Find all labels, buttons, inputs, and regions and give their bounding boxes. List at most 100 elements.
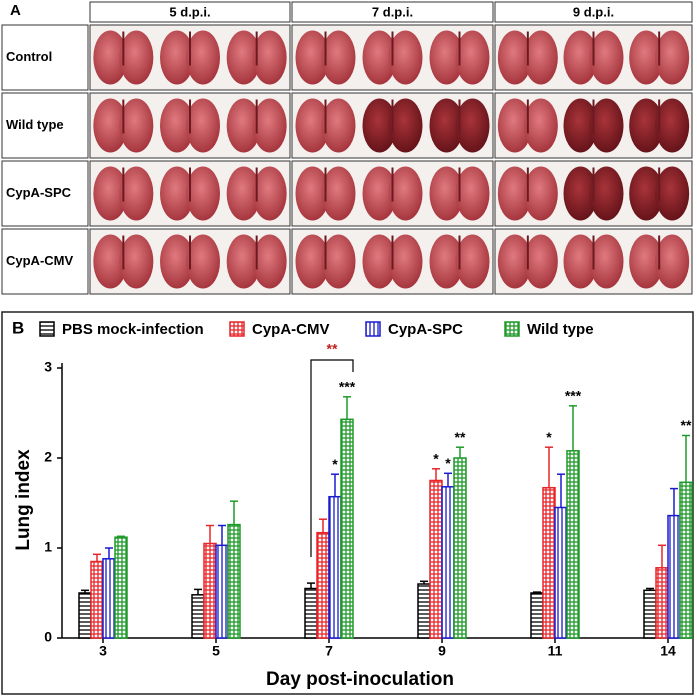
panel-b-frame (1, 311, 694, 695)
lung-lobe (455, 234, 490, 289)
significance-label: ** (681, 417, 692, 433)
lung-lobe (497, 98, 532, 153)
lung-lobe (497, 166, 532, 221)
column-label: 5 d.p.i. (169, 4, 210, 19)
bar (304, 587, 318, 639)
lung-lobe (388, 98, 423, 153)
lung-lobe (321, 30, 356, 85)
row-label: Wild type (6, 117, 64, 132)
lung-lobe (388, 234, 423, 289)
lung-lobe (563, 166, 598, 221)
lung-lobe (655, 98, 690, 153)
x-tick-label: 11 (548, 643, 563, 659)
x-tick-label: 3 (99, 643, 107, 659)
lung-lobe (629, 166, 664, 221)
column-label: 9 d.p.i. (573, 4, 614, 19)
row-header (1, 160, 89, 227)
legend-label: Wild type (527, 321, 594, 338)
lung-lobe (362, 98, 397, 153)
lung-lobe (160, 30, 194, 85)
x-tick-label: 7 (325, 643, 333, 659)
bar (429, 479, 443, 639)
legend-swatch (39, 321, 55, 337)
bar (203, 542, 217, 639)
bar (566, 450, 580, 639)
lung-lobe (93, 98, 128, 153)
panel-b: PBS mock-infection CypA-CMV CypA-SPC Wild t… (13, 321, 693, 690)
panel-label: B (12, 318, 24, 337)
lung-lobe (93, 30, 128, 85)
lung-lobe (589, 234, 624, 289)
lung-lobe (226, 98, 261, 153)
lung-lobe (388, 166, 423, 221)
row-header (1, 24, 89, 91)
column-header (291, 1, 494, 23)
lung-lobe (497, 234, 532, 289)
lung-lobe (362, 30, 397, 85)
lung-lobe (119, 234, 154, 289)
lung-lobe (455, 98, 490, 153)
bar (328, 495, 342, 639)
legend-label: CypA-SPC (388, 321, 463, 338)
lung-lobe (362, 234, 397, 289)
lung-lobe (523, 166, 558, 221)
lung-lobe (589, 98, 624, 153)
lung-lobe (186, 166, 220, 221)
lung-lobe (655, 234, 690, 289)
lung-lobe (295, 166, 330, 221)
row-header (1, 228, 89, 295)
lung-lobe (523, 98, 558, 153)
legend-swatch (229, 321, 245, 337)
lung-lobe (523, 30, 558, 85)
lung-lobe (563, 30, 598, 85)
y-tick-label: 3 (44, 359, 52, 375)
significance-label: * (546, 429, 552, 445)
y-tick-label: 1 (44, 539, 52, 555)
x-tick-label: 9 (438, 643, 446, 659)
row-label: CypA-CMV (6, 253, 73, 268)
lung-lobe (429, 30, 464, 85)
lung-lobe (589, 166, 624, 221)
lung-lobe (321, 166, 356, 221)
x-axis-title: Day post-inoculation (266, 669, 454, 690)
significance-label: * (433, 451, 439, 467)
bar (90, 560, 104, 639)
lung-lobe (160, 166, 194, 221)
lung-lobe (589, 30, 624, 85)
lung-lobe (252, 98, 287, 153)
legend-label: CypA-CMV (252, 321, 330, 338)
legend-swatch (365, 321, 381, 337)
lung-lobe (429, 166, 464, 221)
bar (453, 457, 467, 639)
bar (316, 531, 330, 639)
lung-lobe (563, 234, 598, 289)
lung-lobe (226, 30, 261, 85)
x-tick-label: 14 (660, 643, 676, 659)
bracket-label: ** (327, 341, 338, 357)
legend-swatch (504, 321, 520, 337)
lung-lobe (321, 234, 356, 289)
lung-lobe (655, 166, 690, 221)
lung-lobe (93, 166, 128, 221)
bar (554, 506, 568, 639)
significance-label: * (445, 455, 451, 471)
lung-lobe (186, 98, 220, 153)
lung-lobe (119, 30, 154, 85)
lung-lobe (295, 98, 330, 153)
row-label: Control (6, 49, 52, 64)
lung-lobe (497, 30, 532, 85)
lung-lobe (362, 166, 397, 221)
lung-lobe (226, 234, 261, 289)
panel-a: 5 d.p.i. 7 d.p.i. 9 d.p.i. Control Wild type… (1, 1, 693, 295)
bar (102, 558, 116, 639)
lung-lobe (429, 98, 464, 153)
y-tick-label: 0 (44, 629, 52, 645)
row-header (1, 92, 89, 159)
bar (417, 583, 431, 639)
lung-lobe (93, 234, 128, 289)
bar (667, 514, 681, 639)
legend-label: PBS mock-infection (62, 321, 204, 338)
lung-lobe (455, 30, 490, 85)
significance-label: ** (455, 429, 466, 445)
